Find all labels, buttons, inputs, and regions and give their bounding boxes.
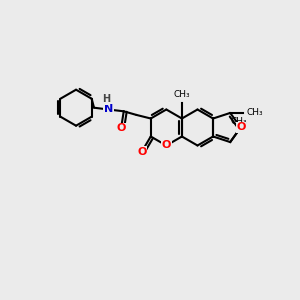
Text: H: H	[102, 94, 110, 104]
Text: O: O	[137, 147, 146, 157]
Text: N: N	[104, 104, 113, 115]
Text: O: O	[236, 122, 245, 133]
Text: O: O	[162, 140, 171, 151]
Text: CH₃: CH₃	[231, 118, 247, 127]
Text: O: O	[116, 123, 126, 134]
Text: CH₃: CH₃	[174, 90, 190, 99]
Text: CH₃: CH₃	[247, 108, 263, 117]
